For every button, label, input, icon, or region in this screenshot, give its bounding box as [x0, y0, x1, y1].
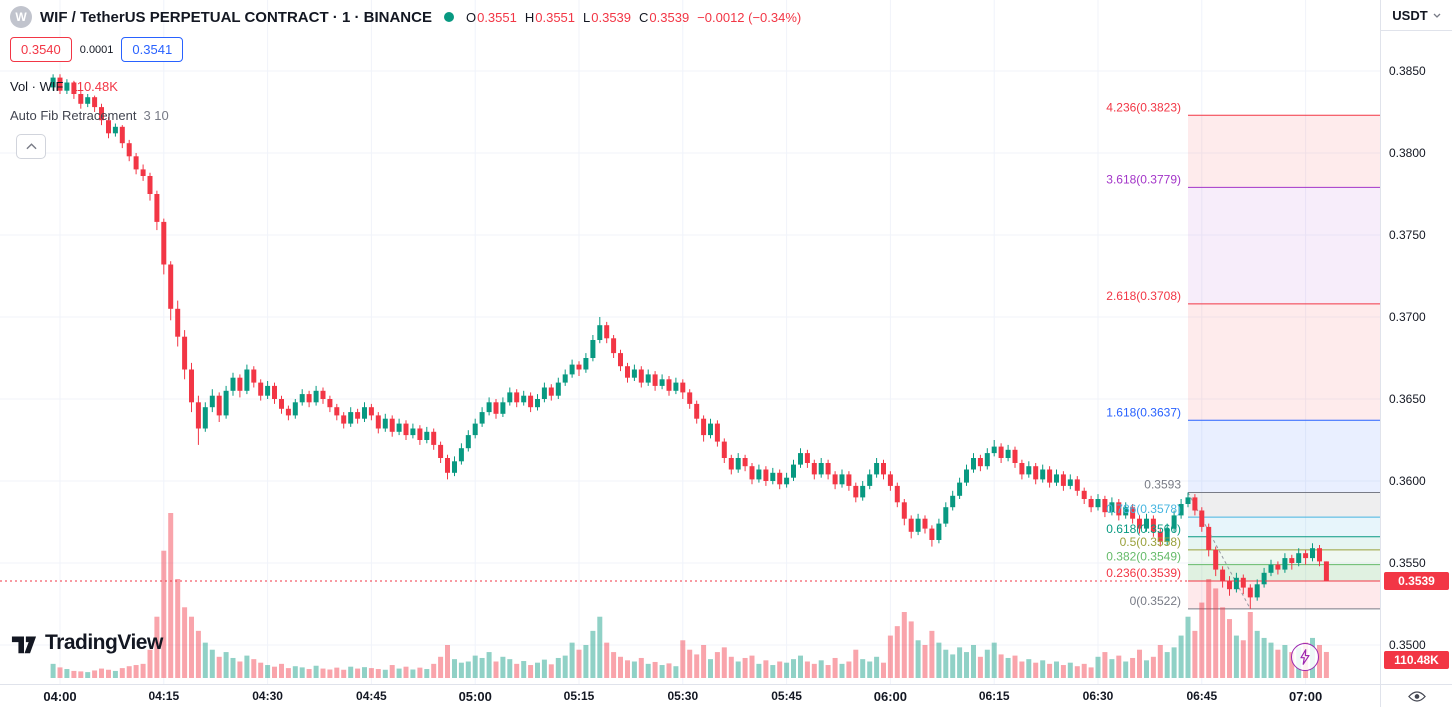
time-tick-label: 04:30	[252, 689, 283, 703]
price-tick-label: 0.3650	[1389, 392, 1426, 406]
fib-indicator-title[interactable]: Auto Fib Retracement	[10, 108, 137, 123]
current-price-badge: 0.3539	[1384, 572, 1449, 590]
current-volume-badge: 110.48K	[1384, 650, 1449, 669]
fib-bands	[1188, 115, 1380, 609]
svg-text:3.618(0.3779): 3.618(0.3779)	[1106, 172, 1181, 186]
candles-layer	[50, 74, 1329, 609]
time-tick-label: 06:30	[1082, 689, 1114, 703]
time-tick-label: 06:15	[978, 689, 1010, 703]
svg-text:0.618(0.3566): 0.618(0.3566)	[1106, 522, 1181, 536]
price-tick-label: 0.3550	[1389, 556, 1426, 570]
chevron-down-icon	[1433, 13, 1441, 18]
price-tick-label: 0.3700	[1389, 310, 1426, 324]
close-label: C	[639, 9, 649, 25]
time-tick-label: 04:00	[43, 689, 77, 704]
time-scale[interactable]: 04:00 04:15 04:30 04:45 05:00 05:15 05:30 05:45…	[0, 684, 1380, 707]
price-tick-label: 0.3750	[1389, 228, 1426, 242]
time-tick-label: 05:30	[667, 689, 699, 703]
close-value: 0.3539	[649, 9, 690, 25]
price-tick-label: 0.3800	[1389, 146, 1426, 160]
currency-unit-button[interactable]: USDT	[1381, 0, 1452, 31]
fib-legend: Auto Fib Retracement 3 10	[10, 108, 169, 123]
svg-text:0.3593: 0.3593	[1144, 478, 1181, 492]
volume-legend: Vol · WIF 110.48K	[10, 79, 118, 94]
svg-text:0(0.3522): 0(0.3522)	[1130, 594, 1181, 608]
high-value: 0.3551	[535, 9, 576, 25]
symbol-logo: W	[10, 6, 32, 28]
svg-text:4.236(0.3823): 4.236(0.3823)	[1106, 100, 1181, 114]
volume-bars	[50, 513, 1329, 678]
time-tick-label: 05:00	[458, 689, 492, 704]
legend-collapse-button[interactable]	[16, 134, 46, 159]
spread-value: 0.0001	[79, 43, 114, 56]
chevron-up-icon	[25, 143, 37, 150]
sell-price-button[interactable]: 0.3540	[10, 37, 72, 62]
svg-text:1.618(0.3637): 1.618(0.3637)	[1106, 405, 1181, 419]
volume-indicator-value: 110.48K	[70, 79, 118, 94]
time-tick-label: 04:15	[148, 689, 180, 703]
high-label: H	[524, 9, 535, 25]
change-value: −0.0012 (−0.34%)	[697, 9, 802, 25]
price-tick-label: 0.3850	[1389, 64, 1426, 78]
lightning-button[interactable]	[1291, 643, 1319, 671]
fib-indicator-params: 3 10	[143, 108, 169, 123]
tradingview-logo[interactable]: TradingView	[10, 630, 163, 656]
svg-text:2.618(0.3708): 2.618(0.3708)	[1106, 289, 1181, 303]
time-tick-label: 06:45	[1186, 689, 1218, 703]
time-tick-label: 04:45	[356, 689, 387, 703]
volume-indicator-title[interactable]: Vol · WIF	[10, 79, 64, 94]
time-tick-label: 07:00	[1288, 689, 1323, 704]
price-tick-label: 0.3500	[1389, 638, 1426, 652]
symbol-title[interactable]: WIF / TetherUS PERPETUAL CONTRACT · 1 · …	[40, 8, 432, 26]
fib-labels: 4.236(0.3823) 3.618(0.3779) 2.618(0.3708) 1…	[1106, 100, 1181, 608]
market-status-icon	[443, 12, 454, 22]
svg-text:0.5(0.3558): 0.5(0.3558)	[1120, 535, 1181, 549]
time-tick-label: 05:45	[771, 689, 802, 703]
open-value: 0.3551	[477, 9, 517, 25]
candlestick-chart[interactable]: 4.236(0.3823) 3.618(0.3779) 2.618(0.3708) 1…	[0, 0, 1380, 684]
time-tick-label: 05:15	[563, 689, 595, 703]
axis-corner	[1380, 684, 1452, 707]
price-tick-label: 0.3600	[1389, 474, 1426, 488]
order-panel: 0.3540 0.0001 0.3541	[10, 37, 184, 62]
ohlc-values: O 0.3551 H 0.3551 L 0.3539 C 0.3539 −0.0012 …	[466, 10, 801, 25]
lightning-icon	[1300, 649, 1310, 665]
eye-icon[interactable]	[1407, 690, 1426, 703]
svg-text:0.382(0.3549): 0.382(0.3549)	[1106, 550, 1181, 564]
svg-text:0.236(0.3539): 0.236(0.3539)	[1106, 566, 1181, 580]
time-tick-label: 06:00	[873, 689, 908, 704]
low-label: L	[583, 9, 591, 25]
tradingview-logo-text: TradingView	[45, 631, 163, 654]
open-label: O	[465, 9, 477, 25]
buy-price-button[interactable]: 0.3541	[121, 37, 184, 62]
price-scale[interactable]: USDT 0.3850 0.3800 0.3750 0.3700 0.3650 0.360…	[1380, 0, 1452, 684]
low-value: 0.3539	[591, 9, 632, 25]
currency-label: USDT	[1392, 7, 1428, 23]
svg-text:0.786(0.3578): 0.786(0.3578)	[1106, 502, 1181, 516]
chart-legend: W WIF / TetherUS PERPETUAL CONTRACT · 1 …	[10, 6, 801, 28]
tradingview-logo-icon	[11, 636, 37, 654]
